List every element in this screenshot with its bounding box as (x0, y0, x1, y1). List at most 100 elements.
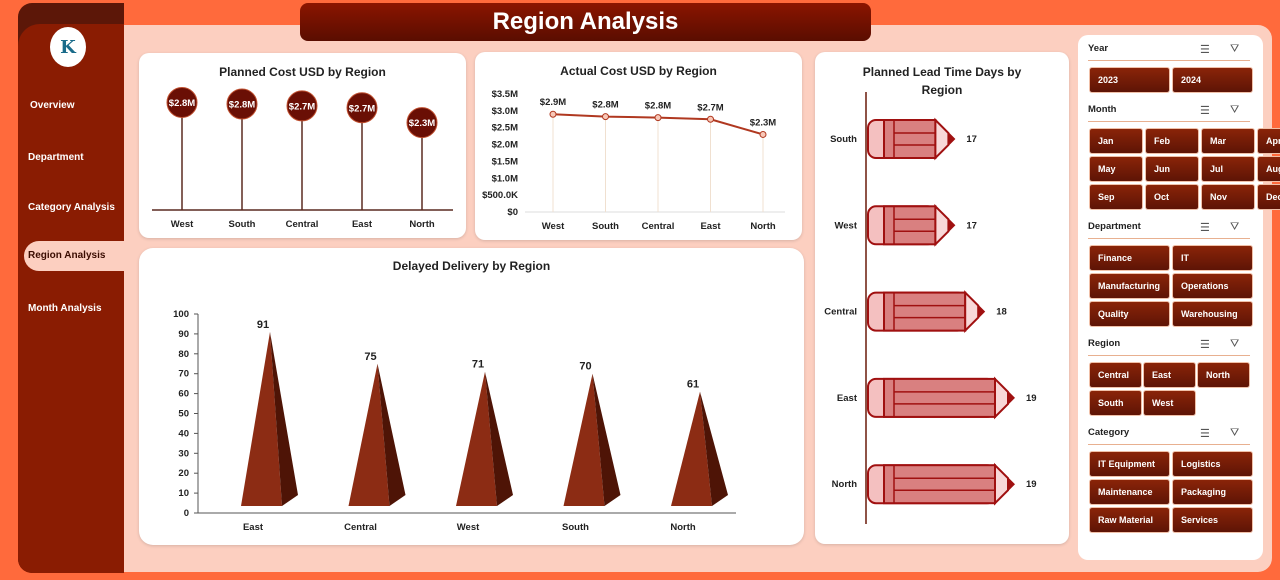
slicer-item-logistics[interactable]: Logistics (1173, 452, 1252, 476)
pencil-tip (978, 304, 986, 319)
slicer-item-jan[interactable]: Jan (1090, 129, 1142, 153)
pencil-tip (948, 218, 956, 233)
slicer-panel: Year ☰ ⛛ 2023 2024 Month ☰ ⛛ Jan Feb Mar Apr May Jun J… (1078, 35, 1280, 560)
lollipop-head (166, 86, 198, 118)
slicer-title: Department (1088, 221, 1141, 232)
slicer-item-maintenance[interactable]: Maintenance (1090, 480, 1169, 504)
x-tick-label: Central (344, 522, 377, 533)
clear-filter-icon[interactable]: ⛛ (1230, 43, 1240, 55)
slicer-item-2024[interactable]: 2024 (1173, 68, 1252, 92)
clear-filter-icon[interactable]: ⛛ (1230, 104, 1240, 116)
slicer-item-central[interactable]: Central (1090, 363, 1141, 387)
data-label: $2.7M (697, 102, 723, 113)
pyramid-side (700, 391, 728, 506)
y-tick-label: $2.0M (492, 140, 518, 151)
delayed-delivery-card: Delayed Delivery by Region 0 10 20 30 40 50 60… (139, 248, 804, 545)
pyramid-side (270, 331, 298, 506)
slicer-item-2023[interactable]: 2023 (1090, 68, 1169, 92)
multi-select-icon[interactable]: ☰ (1200, 428, 1210, 440)
y-tick-label: North (832, 479, 858, 490)
y-tick-label: 0 (184, 508, 189, 519)
data-point (654, 114, 662, 122)
y-tick-label: 80 (178, 349, 189, 360)
y-tick-label: 70 (178, 369, 189, 380)
nav-overview[interactable]: Overview (30, 100, 75, 111)
slicer-item-nov[interactable]: Nov (1202, 185, 1254, 209)
nav-month-analysis[interactable]: Month Analysis (28, 303, 102, 314)
planned-cost-chart: $2.8M West $2.8M South $2.7M Central $2.7M East… (152, 86, 453, 230)
nav-category-analysis[interactable]: Category Analysis (28, 202, 115, 213)
data-label: 71 (472, 359, 484, 371)
chart-title: Planned Cost USD by Region (219, 65, 386, 79)
slicer-item-east[interactable]: East (1144, 363, 1195, 387)
pyramid-front (456, 371, 497, 506)
slicer-header-department: Department ☰ ⛛ (1088, 221, 1250, 239)
y-tick-label: $3.5M (492, 89, 518, 100)
y-tick-label: Central (824, 307, 857, 318)
slicer-item-finance[interactable]: Finance (1090, 246, 1169, 270)
y-tick-label: $0 (507, 207, 518, 218)
data-label: $2.9M (540, 97, 566, 108)
slicer-header-year: Year ☰ ⛛ (1088, 43, 1250, 61)
y-tick-label: 40 (178, 428, 189, 439)
sidebar (18, 24, 124, 573)
slicer-item-oct[interactable]: Oct (1146, 185, 1198, 209)
x-tick-label: North (409, 219, 435, 230)
slicer-item-south[interactable]: South (1090, 391, 1141, 415)
y-tick-label: South (830, 134, 857, 145)
slicer-header-category: Category ☰ ⛛ (1088, 427, 1250, 445)
slicer-item-jul[interactable]: Jul (1202, 157, 1254, 181)
slicer-item-packaging[interactable]: Packaging (1173, 480, 1252, 504)
multi-select-icon[interactable]: ☰ (1200, 105, 1210, 117)
nav-department[interactable]: Department (28, 152, 84, 163)
pencil-wood (994, 462, 1009, 506)
slicer-item-quality[interactable]: Quality (1090, 302, 1169, 326)
slicer-item-manufacturing[interactable]: Manufacturing (1090, 274, 1169, 298)
actual-cost-chart: $0 $500.0K $1.0M $1.5M $2.0M $2.5M $3.0M $3.5M W… (482, 89, 785, 232)
slicer-item-feb[interactable]: Feb (1146, 129, 1198, 153)
multi-select-icon[interactable]: ☰ (1200, 222, 1210, 234)
multi-select-icon[interactable]: ☰ (1200, 339, 1210, 351)
slicer-item-raw-material[interactable]: Raw Material (1090, 508, 1169, 532)
data-label: 75 (364, 351, 376, 363)
pyramid-front (241, 331, 282, 506)
x-tick-label: West (542, 221, 565, 232)
slicer-item-dec[interactable]: Dec (1258, 185, 1280, 209)
y-tick-label: 90 (178, 329, 189, 340)
y-tick-label: 20 (178, 468, 189, 479)
slicer-item-warehousing[interactable]: Warehousing (1173, 302, 1252, 326)
lead-time-chart: South 17 West 17 Central 18 East 19 North 19 (824, 92, 1037, 524)
clear-filter-icon[interactable]: ⛛ (1230, 338, 1240, 350)
slicer-item-apr[interactable]: Apr (1258, 129, 1280, 153)
y-tick-label: 30 (178, 448, 189, 459)
y-tick-label: $2.5M (492, 123, 518, 134)
pencil-tip (1008, 477, 1015, 492)
slicer-item-it-equipment[interactable]: IT Equipment (1090, 452, 1169, 476)
slicer-item-west[interactable]: West (1144, 391, 1195, 415)
slicer-item-may[interactable]: May (1090, 157, 1142, 181)
nav-region-analysis[interactable]: Region Analysis (24, 241, 124, 271)
clear-filter-icon[interactable]: ⛛ (1230, 427, 1240, 439)
slicer-item-aug[interactable]: Aug (1258, 157, 1280, 181)
data-label: 19 (1026, 479, 1037, 490)
slicer-item-jun[interactable]: Jun (1146, 157, 1198, 181)
y-tick-label: East (837, 393, 858, 404)
slicer-header-region: Region ☰ ⛛ (1088, 338, 1250, 356)
x-tick-label: Central (642, 221, 675, 232)
slicer-item-north[interactable]: North (1198, 363, 1249, 387)
x-tick-label: West (171, 219, 194, 230)
pyramid-side (377, 363, 406, 506)
slicer-item-sep[interactable]: Sep (1090, 185, 1142, 209)
pencil-tip (1008, 390, 1015, 405)
chart-title: Delayed Delivery by Region (392, 259, 551, 273)
slicer-item-mar[interactable]: Mar (1202, 129, 1254, 153)
slicer-item-it[interactable]: IT (1173, 246, 1252, 270)
clear-filter-icon[interactable]: ⛛ (1230, 221, 1240, 233)
multi-select-icon[interactable]: ☰ (1200, 44, 1210, 56)
pencil-wood (934, 203, 950, 247)
slicer-item-operations[interactable]: Operations (1173, 274, 1252, 298)
x-tick-label: North (670, 522, 696, 533)
pyramid-front (671, 391, 712, 506)
slicer-item-services[interactable]: Services (1173, 508, 1252, 532)
y-tick-label: 10 (178, 488, 189, 499)
